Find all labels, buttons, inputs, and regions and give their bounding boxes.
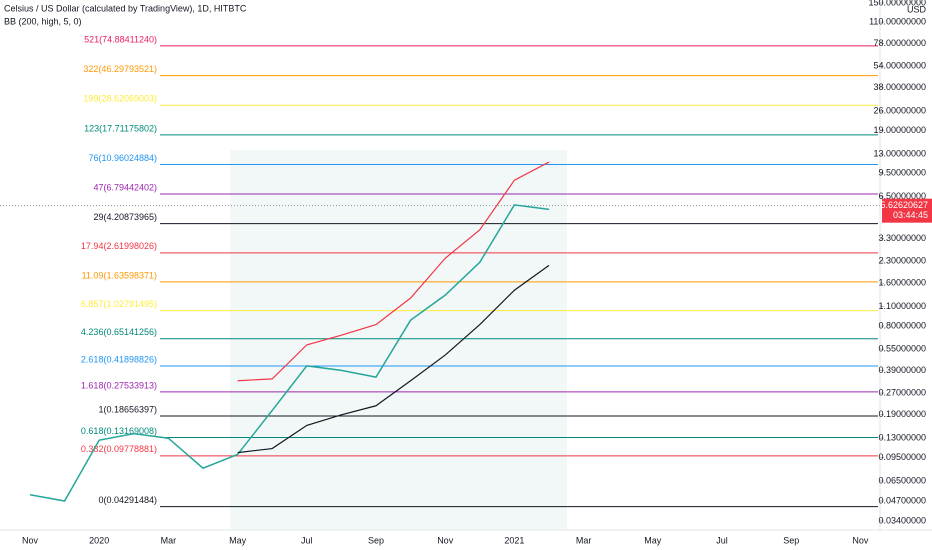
fib-label: 4.236(0.65141256)	[81, 327, 157, 337]
series-line	[29, 204, 550, 502]
y-tick-label: 3.30000000	[878, 233, 926, 243]
fib-label: 1.618(0.27533913)	[81, 380, 157, 390]
x-tick-label: 2020	[89, 535, 109, 545]
y-tick-label: 13.00000000	[873, 148, 926, 158]
x-tick-label: May	[229, 535, 247, 545]
series-line	[237, 264, 550, 454]
fib-label: 2.618(0.41898826)	[81, 354, 157, 364]
fib-label: 76(10.96024884)	[88, 153, 157, 163]
y-tick-label: 0.80000000	[878, 320, 926, 330]
y-tick-label: 54.00000000	[873, 60, 926, 70]
x-tick-label: May	[644, 535, 662, 545]
x-tick-label: Mar	[161, 535, 177, 545]
fib-label: 0(0.04291484)	[98, 495, 157, 505]
x-tick-label: Sep	[783, 535, 799, 545]
indicator-label: BB (200, high, 5, 0)	[4, 16, 82, 26]
fib-label: 123(17.71175802)	[84, 123, 157, 133]
fib-label: 521(74.88411240)	[84, 34, 157, 44]
y-tick-label: 26.00000000	[873, 106, 926, 116]
y-tick-label: 0.03400000	[878, 515, 926, 525]
fib-label: 199(28.62069003)	[83, 94, 157, 104]
fib-label: 1(0.18656397)	[98, 404, 157, 414]
y-tick-label: 0.27000000	[878, 387, 926, 397]
x-tick-label: Nov	[22, 535, 39, 545]
x-tick-label: Mar	[576, 535, 592, 545]
x-tick-label: 2021	[504, 535, 524, 545]
y-tick-label: 1.60000000	[878, 278, 926, 288]
y-tick-label: 1.10000000	[878, 301, 926, 311]
price-badge	[882, 198, 932, 223]
x-tick-label: Nov	[437, 535, 454, 545]
axis-unit: USD	[907, 4, 927, 14]
chart-title: Celsius / US Dollar (calculated by Tradi…	[4, 3, 247, 13]
x-tick-label: Sep	[368, 535, 384, 545]
y-tick-label: 78.00000000	[873, 38, 926, 48]
fib-label: 6.857(1.02791495)	[81, 299, 157, 309]
fib-label: 17.94(2.61998026)	[81, 241, 157, 251]
y-tick-label: 0.55000000	[878, 344, 926, 354]
x-tick-label: Nov	[852, 535, 869, 545]
fib-label: 47(6.79442402)	[93, 182, 157, 192]
y-tick-label: 19.00000000	[873, 125, 926, 135]
y-tick-label: 0.19000000	[878, 409, 926, 419]
fib-label: 0.382(0.09778881)	[81, 444, 157, 454]
y-tick-label: 0.39000000	[878, 365, 926, 375]
x-tick-label: Jul	[301, 535, 313, 545]
fib-label: 322(46.29793521)	[83, 64, 157, 74]
fib-label: 0.618(0.13169008)	[81, 426, 157, 436]
y-tick-label: 0.13000000	[878, 433, 926, 443]
fib-label: 29(4.20873965)	[93, 212, 157, 222]
price-badge-label: 5.62620627	[880, 200, 928, 210]
y-tick-label: 0.06500000	[878, 475, 926, 485]
series-line	[237, 161, 550, 382]
y-tick-label: 0.04700000	[878, 495, 926, 505]
countdown: 03:44:45	[893, 210, 928, 220]
fib-label: 11.09(1.63598371)	[82, 270, 157, 280]
y-tick-label: 110.00000000	[869, 17, 926, 27]
y-tick-label: 38.00000000	[873, 82, 926, 92]
y-tick-label: 2.30000000	[878, 255, 926, 265]
x-tick-label: Jul	[716, 535, 728, 545]
y-tick-label: 9.50000000	[878, 168, 926, 178]
y-tick-label: 6.50000000	[878, 191, 926, 201]
y-tick-label: 0.09500000	[878, 452, 926, 462]
y-tick-label: 150.00000000	[868, 0, 926, 7]
